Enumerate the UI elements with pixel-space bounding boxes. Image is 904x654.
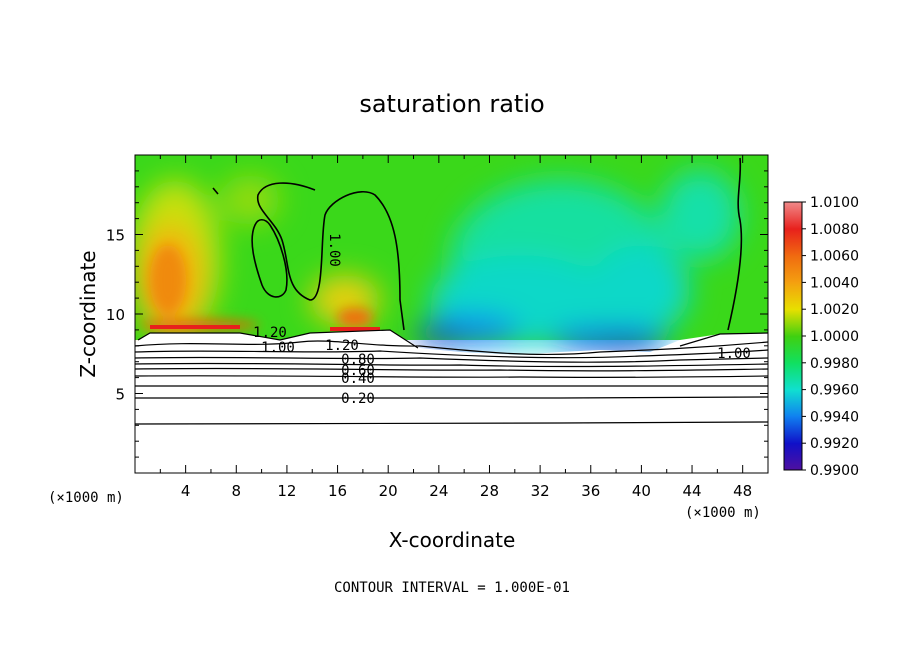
colorbar-label: 0.9980	[810, 356, 859, 372]
unit-contours	[212, 157, 743, 331]
colorbar: 1.0100 1.0080 1.0060 1.0040 1.0020 1.0000 0.99…	[783, 195, 859, 479]
x-unit-left: (×1000 m)	[48, 490, 124, 506]
contour-lines	[135, 329, 768, 425]
y-axis-title: Z-coordinate	[76, 250, 100, 377]
x-tick-label: 28	[480, 482, 499, 500]
x-tick-label: 24	[429, 482, 448, 500]
x-tick-label: 12	[277, 482, 296, 500]
y-tick-label: 15	[106, 227, 125, 245]
x-tick-label: 48	[733, 482, 752, 500]
colorbar-label: 0.9960	[810, 383, 859, 399]
colorbar-segment	[784, 389, 802, 417]
contour-label-100-b: 1.00	[261, 340, 295, 356]
colorbar-segment	[784, 202, 802, 230]
colorbar-label: 1.0020	[810, 302, 859, 318]
contour-label-100-c: 1.00	[717, 346, 751, 362]
y-tick-label: 5	[115, 386, 125, 404]
colorbar-label: 0.9940	[810, 409, 859, 425]
x-tick-label: 36	[581, 482, 600, 500]
contour-label-020: 0.20	[341, 391, 375, 407]
colorbar-label: 1.0100	[810, 195, 859, 211]
colorbar-segment	[784, 336, 802, 364]
colorbar-segment	[784, 443, 802, 471]
colorbar-label: 1.0040	[810, 275, 859, 291]
contour-interval-note: CONTOUR INTERVAL = 1.000E-01	[334, 580, 570, 596]
colorbar-segment	[784, 416, 802, 444]
contour-label-120-b: 1.20	[325, 338, 359, 354]
y-tick-label: 10	[106, 306, 125, 324]
chart-title: saturation ratio	[359, 90, 544, 118]
colorbar-label: 0.9900	[810, 463, 859, 479]
colorbar-segment	[784, 255, 802, 283]
colorbar-segment	[784, 309, 802, 337]
y-axis: 5 10 15	[106, 170, 768, 458]
contour-label-100-a: 1.00	[326, 233, 342, 267]
colorbar-label: 1.0080	[810, 222, 859, 238]
colorbar-label: 0.9920	[810, 436, 859, 452]
x-tick-label: 4	[181, 482, 191, 500]
colorbar-segment	[784, 362, 802, 391]
contour-label-060: 0.60	[341, 363, 375, 379]
x-tick-label: 32	[531, 482, 550, 500]
contour-labels: 1.00 1.20 1.00 1.20 0.80 0.60 0.40 0.20 …	[253, 233, 751, 407]
contour-label-040: 0.40	[341, 371, 375, 387]
heatmap-field	[135, 155, 768, 473]
x-tick-label: 40	[632, 482, 651, 500]
x-tick-label: 16	[328, 482, 347, 500]
colorbar-label: 1.0060	[810, 249, 859, 265]
x-tick-label: 20	[379, 482, 398, 500]
x-unit-right: (×1000 m)	[685, 505, 761, 521]
x-axis-title: X-coordinate	[389, 528, 516, 552]
colorbar-label: 1.0000	[810, 329, 859, 345]
contour-label-120-a: 1.20	[253, 325, 287, 341]
contour-label-080: 0.80	[341, 352, 375, 368]
colorbar-segment	[784, 228, 802, 257]
x-tick-label: 44	[682, 482, 701, 500]
x-axis: 4 8 12 16 20 24 28 32 36 40 44 48	[159, 155, 752, 500]
colorbar-segment	[784, 282, 802, 310]
x-tick-label: 8	[232, 482, 242, 500]
